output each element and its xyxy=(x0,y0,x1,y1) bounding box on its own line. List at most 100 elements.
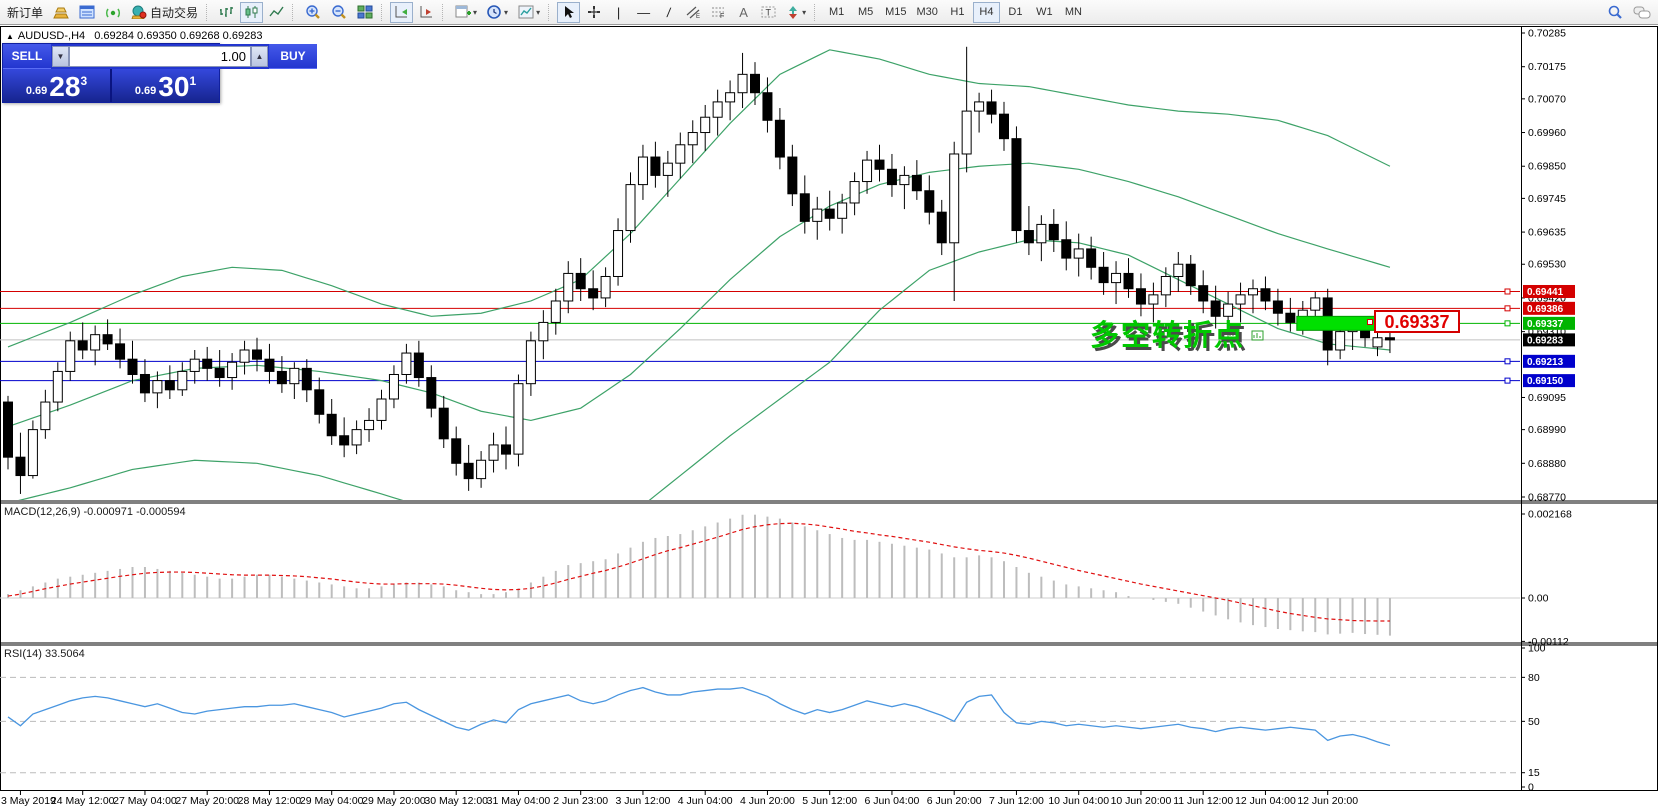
arrows-tool-button[interactable]: ▾ xyxy=(782,2,810,23)
price-tag-label[interactable]: 0.69337 xyxy=(1367,310,1460,333)
timeframe-d1[interactable]: D1 xyxy=(1008,6,1023,18)
svg-text:4 Jun 20:00: 4 Jun 20:00 xyxy=(740,795,795,807)
new-order-button[interactable]: 新订单 xyxy=(7,5,44,20)
main-price-pane xyxy=(0,46,1520,500)
svg-text:2 Jun 23:00: 2 Jun 23:00 xyxy=(553,795,608,807)
vertical-line-tool-button[interactable]: | xyxy=(607,2,630,23)
new-chart-button[interactable]: ▾ xyxy=(451,2,481,23)
text-label-button[interactable]: T xyxy=(757,2,780,23)
sell-button[interactable]: SELL xyxy=(3,44,51,69)
svg-text:F: F xyxy=(720,13,724,19)
rsi-line xyxy=(7,686,1391,747)
bollinger-lower xyxy=(18,239,1391,500)
symbol-name: AUDUSD-,H4 xyxy=(17,30,86,42)
zoom-in-icon xyxy=(306,4,320,19)
bar-chart-icon xyxy=(220,7,234,17)
zoom-in-button[interactable] xyxy=(301,2,325,23)
cursor-tool-button[interactable] xyxy=(557,1,581,23)
volume-decrease-button[interactable]: ▼ xyxy=(52,46,69,67)
pivot-highlight-bar xyxy=(1296,315,1378,331)
templates-button[interactable]: ▾ xyxy=(514,2,544,23)
timeframe-h4[interactable]: H4 xyxy=(972,1,1000,23)
chat-button[interactable] xyxy=(1629,2,1655,23)
svg-text:4 Jun 04:00: 4 Jun 04:00 xyxy=(678,795,733,807)
channel-tool-button[interactable]: E xyxy=(682,2,705,23)
rsi-indicator-label: RSI(14) 33.5064 xyxy=(4,648,85,660)
chevron-down-icon: ▾ xyxy=(473,7,478,17)
macd-pane xyxy=(0,514,1520,636)
svg-text:3 May 2019: 3 May 2019 xyxy=(1,795,56,807)
timeframe-m1[interactable]: M1 xyxy=(828,6,845,18)
svg-text:0: 0 xyxy=(1528,782,1534,794)
tile-windows-button[interactable] xyxy=(353,2,377,23)
crosshair-tool-button[interactable] xyxy=(582,2,605,23)
svg-text:0.002168: 0.002168 xyxy=(1528,509,1572,521)
timeframe-h1[interactable]: H1 xyxy=(950,6,965,18)
new-chart-icon xyxy=(455,5,472,18)
fibonacci-tool-button[interactable]: F xyxy=(707,2,730,23)
zoom-out-button[interactable] xyxy=(327,2,351,23)
turning-point-annotation[interactable]: 多空转折点 xyxy=(1090,320,1246,352)
macd-signal-line xyxy=(7,522,1390,622)
volume-input[interactable] xyxy=(69,46,251,67)
bar-chart-button[interactable] xyxy=(215,2,238,23)
chart-shift-button[interactable] xyxy=(415,2,438,23)
gold-bar-icon xyxy=(53,7,69,19)
timeframe-m5[interactable]: M5 xyxy=(857,6,874,18)
horizontal-line-tool-button[interactable]: — xyxy=(632,2,655,23)
volume-increase-button[interactable]: ▲ xyxy=(251,46,268,67)
timeframe-m30[interactable]: M30 xyxy=(916,6,938,18)
auto-scroll-icon xyxy=(395,6,408,18)
svg-text:0.69283: 0.69283 xyxy=(1527,335,1564,346)
price-tag-value: 0.69337 xyxy=(1384,312,1450,332)
horizontal-line-icon: — xyxy=(637,4,651,20)
candlesticks xyxy=(3,46,1395,494)
periods-button[interactable]: ▾ xyxy=(483,2,512,23)
line-chart-button[interactable] xyxy=(265,2,288,23)
volume-control: ▼ ▲ xyxy=(51,44,269,69)
macd-name: MACD(12,26,9) xyxy=(4,506,81,518)
arrows-icon xyxy=(789,6,798,19)
auto-scroll-button[interactable] xyxy=(390,1,414,23)
autotrading-button[interactable]: 自动交易 xyxy=(127,2,202,23)
annotate-text-button[interactable]: A xyxy=(732,2,755,23)
signals-button[interactable] xyxy=(101,2,125,23)
letter-a-icon: A xyxy=(739,4,748,20)
buy-price-button[interactable]: 0.69 30 1 xyxy=(112,69,219,102)
svg-text:28 May 12:00: 28 May 12:00 xyxy=(238,795,302,807)
svg-text:27 May 20:00: 27 May 20:00 xyxy=(175,795,239,807)
sell-price-button[interactable]: 0.69 28 3 xyxy=(3,69,112,102)
svg-text:0.68880: 0.68880 xyxy=(1528,458,1566,470)
buy-price-main: 30 xyxy=(158,71,190,102)
svg-text:0.69850: 0.69850 xyxy=(1528,161,1566,173)
tile-windows-icon xyxy=(357,5,373,19)
timeframe-w1[interactable]: W1 xyxy=(1036,6,1053,18)
market-watch-icon xyxy=(79,5,95,19)
svg-text:80: 80 xyxy=(1528,672,1540,684)
svg-text:-0.00112: -0.00112 xyxy=(1528,636,1569,648)
svg-text:0.69150: 0.69150 xyxy=(1527,376,1564,387)
buy-button[interactable]: BUY xyxy=(269,44,317,69)
template-chart-icon xyxy=(518,5,534,19)
search-button[interactable] xyxy=(1603,2,1627,23)
signals-icon xyxy=(105,8,121,18)
svg-text:27 May 04:00: 27 May 04:00 xyxy=(113,795,177,807)
svg-text:31 May 04:00: 31 May 04:00 xyxy=(487,795,551,807)
timeframe-m15[interactable]: M15 xyxy=(885,6,907,18)
svg-text:7 Jun 12:00: 7 Jun 12:00 xyxy=(989,795,1044,807)
zoom-out-icon xyxy=(332,4,346,19)
expert-advisor-icon xyxy=(131,5,147,19)
trendline-tool-button[interactable]: / xyxy=(657,2,680,23)
candlestick-chart-button[interactable] xyxy=(240,1,264,23)
timeframe-mn[interactable]: MN xyxy=(1064,6,1082,18)
buy-price-prefix: 0.69 xyxy=(134,85,157,97)
chat-bubbles-icon xyxy=(1633,6,1651,18)
market-watch-button[interactable] xyxy=(75,2,99,23)
svg-text:12 Jun 04:00: 12 Jun 04:00 xyxy=(1235,795,1296,807)
rsi-pane xyxy=(0,676,1520,774)
svg-text:0.69530: 0.69530 xyxy=(1528,259,1566,271)
gold-instrument-icon[interactable] xyxy=(49,2,73,23)
anchor-square-icon xyxy=(1367,319,1373,325)
svg-text:0.69095: 0.69095 xyxy=(1528,392,1566,404)
